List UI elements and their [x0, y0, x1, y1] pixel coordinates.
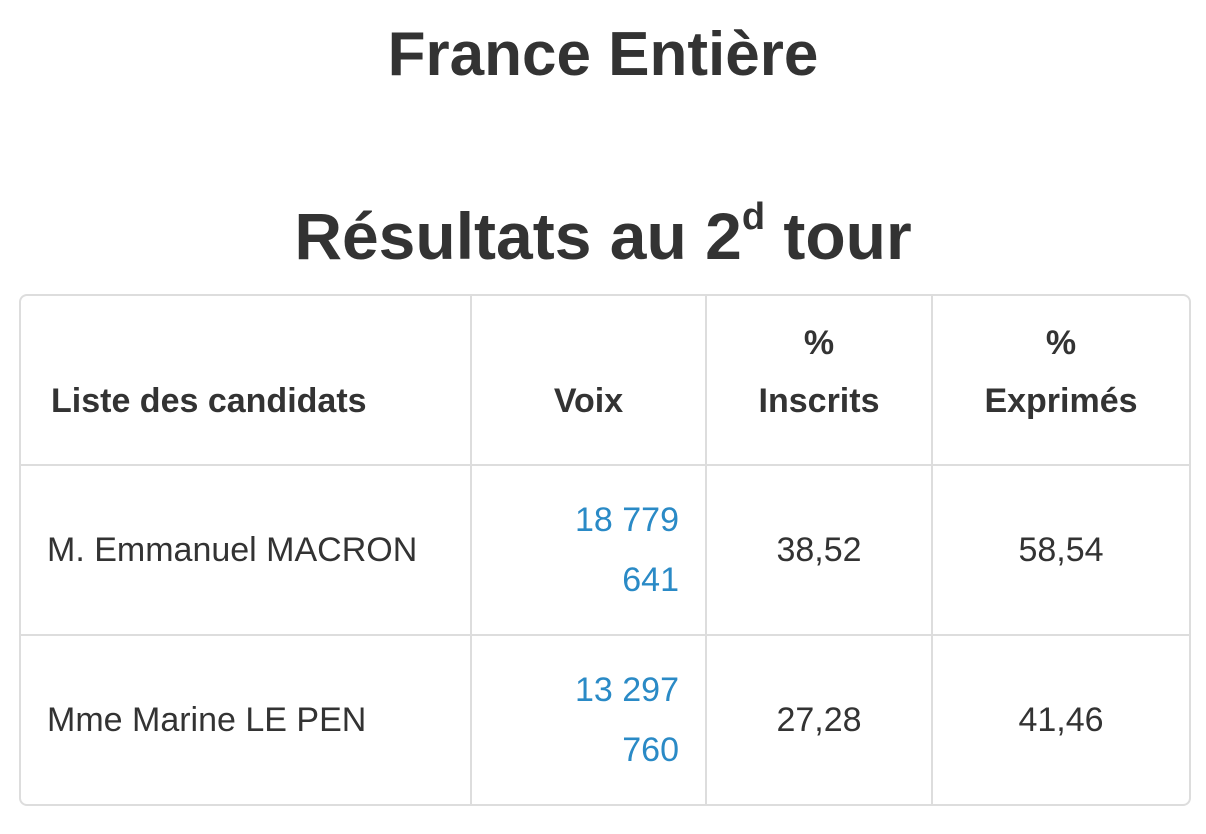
- candidate-name: M. Emmanuel MACRON: [21, 465, 472, 637]
- subtitle-sup: d: [741, 196, 766, 238]
- votes-link[interactable]: 13 297 760: [575, 671, 679, 770]
- percent-cell: 41,46: [931, 634, 1189, 804]
- percent-cell: 27,28: [705, 634, 933, 804]
- votes-cell: 18 779 641: [470, 465, 707, 637]
- table-body: M. Emmanuel MACRON 18 779 641 38,52 58,54 Mm…: [21, 465, 1189, 804]
- column-header: Liste des candidats: [21, 296, 472, 466]
- header-row: Liste des candidats Voix % Inscrits % Expri…: [21, 296, 1189, 466]
- table: Liste des candidats Voix % Inscrits % Expri…: [21, 296, 1189, 804]
- subtitle-after: tour: [765, 199, 912, 273]
- table-row: Mme Marine LE PEN 13 297 760 27,28 41,46: [21, 634, 1189, 804]
- percent-cell: 38,52: [705, 465, 933, 637]
- column-header-text: % Exprimés: [984, 324, 1138, 420]
- subtitle: Résultats au 2d tour: [0, 196, 1206, 276]
- column-header-text: % Inscrits: [758, 324, 880, 420]
- results-table: Liste des candidats Voix % Inscrits % Expri…: [19, 294, 1191, 806]
- votes-cell: 13 297 760: [470, 634, 707, 804]
- column-header-text: Liste des candidats: [51, 382, 367, 420]
- column-header: Voix: [470, 296, 707, 466]
- table-row: M. Emmanuel MACRON 18 779 641 38,52 58,54: [21, 465, 1189, 637]
- column-header: % Inscrits: [705, 296, 933, 466]
- column-header: % Exprimés: [931, 296, 1189, 466]
- votes-link[interactable]: 18 779 641: [575, 501, 679, 600]
- subtitle-text: Résultats au 2: [294, 199, 742, 273]
- candidate-name: Mme Marine LE PEN: [21, 634, 472, 804]
- column-header-text: Voix: [553, 382, 624, 420]
- percent-cell: 58,54: [931, 465, 1189, 637]
- title: France Entière: [387, 20, 819, 89]
